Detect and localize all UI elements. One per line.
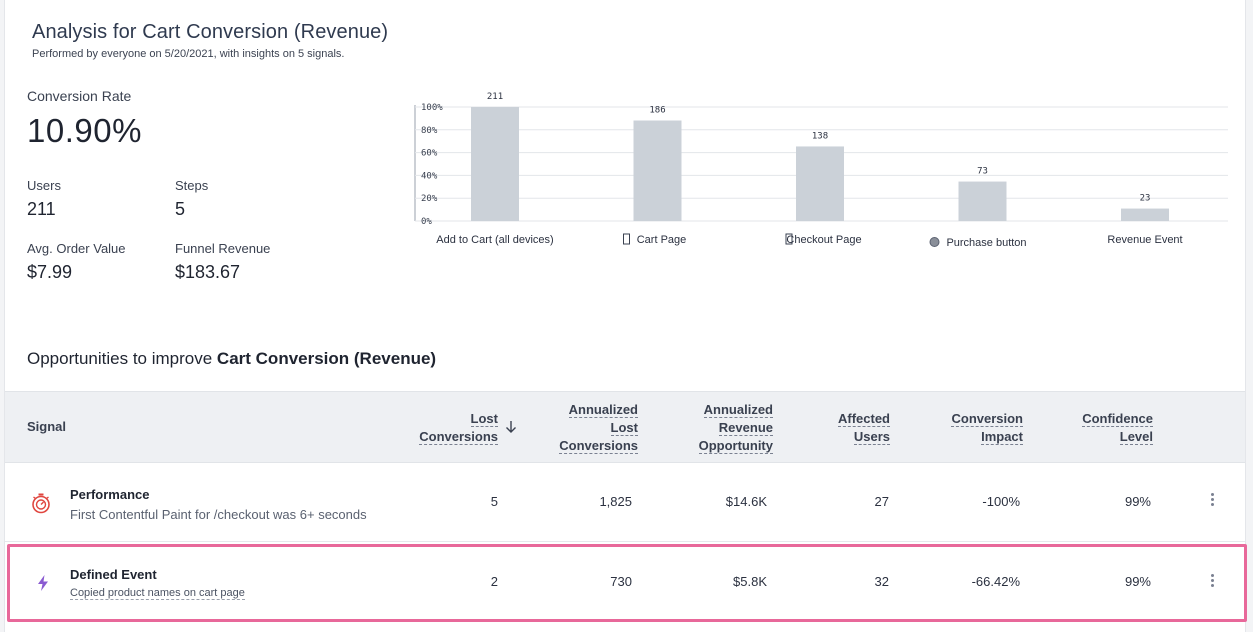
annualized-revenue-cell: $14.6K <box>725 494 767 509</box>
bar-value-label: 73 <box>977 167 988 177</box>
affected-users-cell: 32 <box>874 574 889 589</box>
bar <box>633 120 682 221</box>
y-tick-label: 20% <box>421 194 438 204</box>
col-confidence-level[interactable]: Confidence Level <box>1082 410 1153 446</box>
col-ann-rev-line1: Annualized <box>703 402 773 418</box>
col-annualized-lost-conversions[interactable]: Annualized Lost Conversions <box>559 401 638 455</box>
col-affected-line2: Users <box>853 429 890 445</box>
funnel-chart: 0% 20% 40% 60% 80% 100% 211 Add to Cart (all de… <box>410 88 1230 258</box>
confidence-cell: 99% <box>1124 494 1151 509</box>
users-value: 211 <box>27 199 56 219</box>
bar <box>1121 208 1169 221</box>
more-options-icon[interactable] <box>1211 493 1215 507</box>
aov-value: $7.99 <box>27 262 73 282</box>
opportunities-heading: Opportunities to improve Cart Conversion… <box>27 349 436 369</box>
y-tick-label: 80% <box>421 126 438 136</box>
col-ann-lost-line1: Annualized <box>568 402 638 418</box>
col-ann-lost-line3: Conversions <box>559 438 638 454</box>
category-label: Revenue Event <box>1107 234 1182 246</box>
annualized-lost-cell: 1,825 <box>599 494 632 509</box>
category-label: Add to Cart (all devices) <box>436 234 553 246</box>
confidence-cell: 99% <box>1124 574 1151 589</box>
bar-value-label: 23 <box>1140 194 1151 204</box>
bar <box>796 146 844 221</box>
col-ann-rev-line3: Opportunity <box>698 438 773 454</box>
category-label: Purchase button <box>946 237 1026 249</box>
steps-value: 5 <box>175 199 186 219</box>
bar-value-label: 211 <box>487 92 503 102</box>
funnel-chart-svg: 0% 20% 40% 60% 80% 100% 211 Add to Cart (all de… <box>414 92 1228 249</box>
signal-title: Performance <box>70 487 150 502</box>
users-label: Users <box>27 178 61 193</box>
lost-conversions-cell: 5 <box>490 494 498 509</box>
signal-title: Defined Event <box>70 567 157 582</box>
y-tick-label: 100% <box>421 103 443 113</box>
col-ann-rev-line2: Revenue <box>718 420 773 436</box>
col-lost-conversions-line2: Conversions <box>419 429 498 445</box>
table-header: Signal Lost Conversions Annualized Lost … <box>5 391 1245 463</box>
conversion-impact-cell: -100% <box>982 494 1020 509</box>
col-impact-line1: Conversion <box>951 411 1023 427</box>
bar-value-label: 138 <box>812 131 828 141</box>
col-affected-line1: Affected <box>837 411 890 427</box>
page-icon <box>623 233 630 245</box>
lightning-icon <box>33 573 53 593</box>
conversion-impact-cell: -66.42% <box>971 574 1020 589</box>
page-title: Analysis for Cart Conversion (Revenue) <box>32 21 389 43</box>
col-lost-conversions[interactable]: Lost Conversions <box>419 410 498 446</box>
lost-conversions-cell: 2 <box>490 574 498 589</box>
bar <box>471 107 519 221</box>
more-options-icon[interactable] <box>1211 574 1215 588</box>
y-tick-label: 0% <box>421 217 432 227</box>
annualized-lost-cell: 730 <box>610 574 632 589</box>
col-signal[interactable]: Signal <box>27 419 67 434</box>
affected-users-cell: 27 <box>874 494 889 509</box>
page-subtitle: Performed by everyone on 5/20/2021, with… <box>32 48 345 60</box>
signal-description: First Contentful Paint for /checkout was… <box>70 507 367 522</box>
col-confidence-line2: Level <box>1119 429 1153 445</box>
y-tick-label: 60% <box>421 149 438 159</box>
conversion-rate-value: 10.90% <box>27 112 142 149</box>
signal-description-link[interactable]: Copied product names on cart page <box>70 587 245 600</box>
col-impact-line2: Impact <box>981 429 1023 445</box>
bar <box>958 181 1007 221</box>
steps-label: Steps <box>175 178 209 193</box>
funnel-revenue-label: Funnel Revenue <box>175 241 271 256</box>
annualized-revenue-cell: $5.8K <box>733 574 767 589</box>
col-conversion-impact[interactable]: Conversion Impact <box>951 410 1023 446</box>
arrow-down-icon[interactable] <box>505 420 517 437</box>
conversion-rate-label: Conversion Rate <box>27 88 132 104</box>
col-lost-conversions-line1: Lost <box>470 411 498 427</box>
category-label: Checkout Page <box>786 234 861 246</box>
stopwatch-icon <box>30 492 50 514</box>
aov-label: Avg. Order Value <box>27 241 126 256</box>
button-icon <box>929 237 940 247</box>
category-label: Cart Page <box>637 234 687 246</box>
col-annualized-revenue-opportunity[interactable]: Annualized Revenue Opportunity <box>698 401 773 455</box>
table-row-highlighted[interactable]: Defined Event Copied product names on ca… <box>7 544 1247 622</box>
opportunities-prefix: Opportunities to improve <box>27 349 217 368</box>
opportunities-target: Cart Conversion (Revenue) <box>216 349 437 368</box>
table-row[interactable]: Performance First Contentful Paint for /… <box>5 464 1245 542</box>
funnel-revenue-value: $183.67 <box>175 262 241 282</box>
col-affected-users[interactable]: Affected Users <box>837 410 890 446</box>
col-ann-lost-line2: Lost <box>610 420 638 436</box>
col-confidence-line1: Confidence <box>1082 411 1153 427</box>
y-tick-label: 40% <box>421 171 438 181</box>
page-icon <box>785 233 793 245</box>
bar-value-label: 186 <box>649 106 665 116</box>
